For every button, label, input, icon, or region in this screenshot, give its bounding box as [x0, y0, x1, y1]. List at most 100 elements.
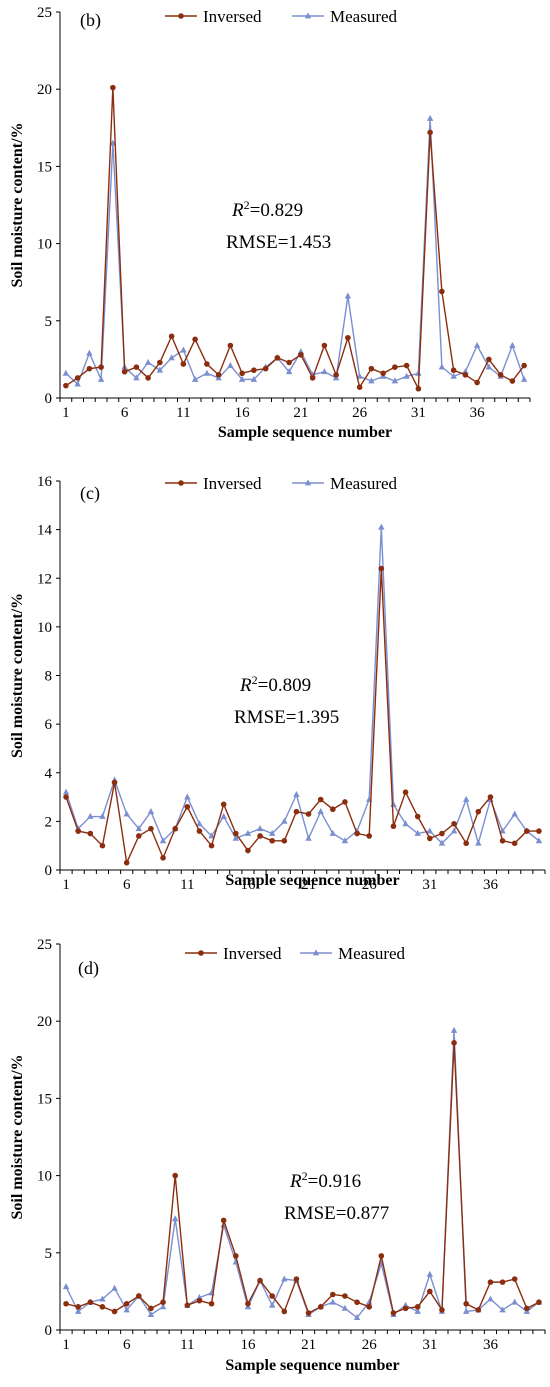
inversed-point — [439, 830, 445, 837]
inversed-point — [380, 370, 386, 377]
inversed-point — [390, 823, 397, 830]
inversed-point — [196, 1297, 203, 1304]
r2-superscript: 2 — [244, 198, 250, 212]
inversed-point — [63, 382, 69, 389]
inversed-point — [98, 364, 104, 370]
measured-point — [74, 1307, 82, 1314]
measured-point — [317, 808, 324, 815]
panel-label: (d) — [78, 958, 99, 979]
inversed-point — [354, 830, 360, 837]
inversed-point — [87, 1299, 94, 1306]
x-tick-label: 21 — [301, 877, 316, 892]
inversed-point — [487, 1279, 494, 1285]
legend-label-inversed: Inversed — [203, 474, 262, 493]
legend-label-measured: Measured — [330, 7, 398, 26]
inversed-point — [378, 1253, 385, 1259]
inversed-point — [286, 359, 292, 366]
inversed-point — [321, 342, 328, 349]
y-tick-label: 2 — [45, 814, 53, 830]
inversed-point — [172, 825, 178, 832]
measured-point — [184, 793, 191, 800]
x-tick-label: 16 — [240, 1337, 256, 1353]
inversed-point — [99, 842, 106, 849]
inversed-point — [497, 372, 504, 378]
measured-point — [414, 1307, 421, 1314]
measured-point — [147, 808, 155, 815]
inversed-point — [136, 1293, 142, 1299]
chart-panel-d: 0 5 10 15 20 25 1 6 11 16 21 26 31 36 Sample sequence … — [0, 907, 550, 1387]
measured-point — [499, 827, 506, 834]
y-tick-label: 15 — [37, 1091, 52, 1107]
measured-point — [109, 139, 117, 146]
y-tick-label: 10 — [37, 620, 52, 636]
inversed-point — [269, 1293, 275, 1299]
measured-point — [499, 1306, 506, 1313]
inversed-point — [317, 1304, 324, 1310]
measured-point — [281, 1275, 288, 1282]
measured-point — [378, 523, 385, 530]
x-tick-label: 36 — [483, 1337, 499, 1353]
x-tick-label: 26 — [362, 877, 378, 892]
measured-point — [450, 827, 458, 834]
inversed-point — [463, 1300, 469, 1307]
measured-point — [171, 1215, 179, 1222]
inversed-point — [274, 355, 281, 361]
measured-point — [305, 834, 312, 841]
inversed-point — [220, 1217, 227, 1224]
measured-point — [168, 354, 175, 361]
y-tick-label: 20 — [37, 82, 52, 98]
rmse-annotation: RMSE=1.395 — [234, 707, 339, 728]
x-axis-title: Sample sequence number — [218, 424, 392, 441]
inversed-point — [368, 365, 375, 372]
y-tick-label: 12 — [37, 571, 52, 587]
y-axis-title: Soil moisture content/% — [9, 122, 26, 287]
inversed-point — [427, 129, 433, 136]
measured-point — [403, 372, 410, 379]
measured-point — [475, 839, 482, 846]
inversed-point — [123, 859, 130, 866]
legend-label-measured: Measured — [330, 474, 398, 493]
inversed-point — [414, 813, 421, 820]
inversed-point — [345, 334, 351, 341]
series-line-inversed — [65, 1042, 540, 1315]
x-tick-label: 6 — [121, 405, 129, 421]
measured-point — [293, 791, 300, 798]
inversed-point — [63, 1300, 69, 1307]
inversed-point — [463, 840, 469, 847]
measured-point — [123, 810, 130, 817]
inversed-point — [475, 808, 482, 815]
measured-point — [208, 832, 215, 839]
measured-point — [156, 366, 164, 373]
measured-point — [203, 369, 211, 376]
x-tick-label: 11 — [180, 877, 194, 892]
inversed-point — [208, 842, 215, 849]
inversed-point — [111, 1308, 118, 1315]
measured-point — [402, 820, 409, 827]
measured-point — [87, 812, 94, 819]
x-axis-title: Sample sequence number — [225, 872, 399, 889]
inversed-point — [86, 365, 93, 372]
measured-point — [520, 375, 528, 382]
legend-marker-measured — [312, 949, 320, 956]
x-tick-label: 21 — [293, 405, 308, 421]
inversed-point — [402, 789, 409, 795]
measured-point — [99, 812, 106, 819]
y-tick-label: 10 — [37, 237, 52, 253]
y-tick-label: 0 — [45, 391, 53, 407]
series-line-measured — [65, 118, 525, 386]
measured-point — [329, 829, 337, 836]
x-tick-label: 16 — [240, 877, 256, 892]
legend-label-inversed: Inversed — [203, 7, 262, 26]
inversed-point — [298, 351, 304, 358]
measured-point — [462, 1307, 470, 1314]
inversed-point — [136, 833, 142, 839]
x-tick-label: 11 — [176, 405, 190, 421]
measured-point — [438, 839, 446, 846]
series-line-inversed — [65, 87, 525, 392]
inversed-point — [75, 1304, 81, 1310]
x-tick-label: 1 — [62, 1337, 70, 1353]
measured-point — [159, 1303, 167, 1310]
x-tick-label: 1 — [62, 405, 70, 421]
inversed-point — [220, 801, 227, 808]
